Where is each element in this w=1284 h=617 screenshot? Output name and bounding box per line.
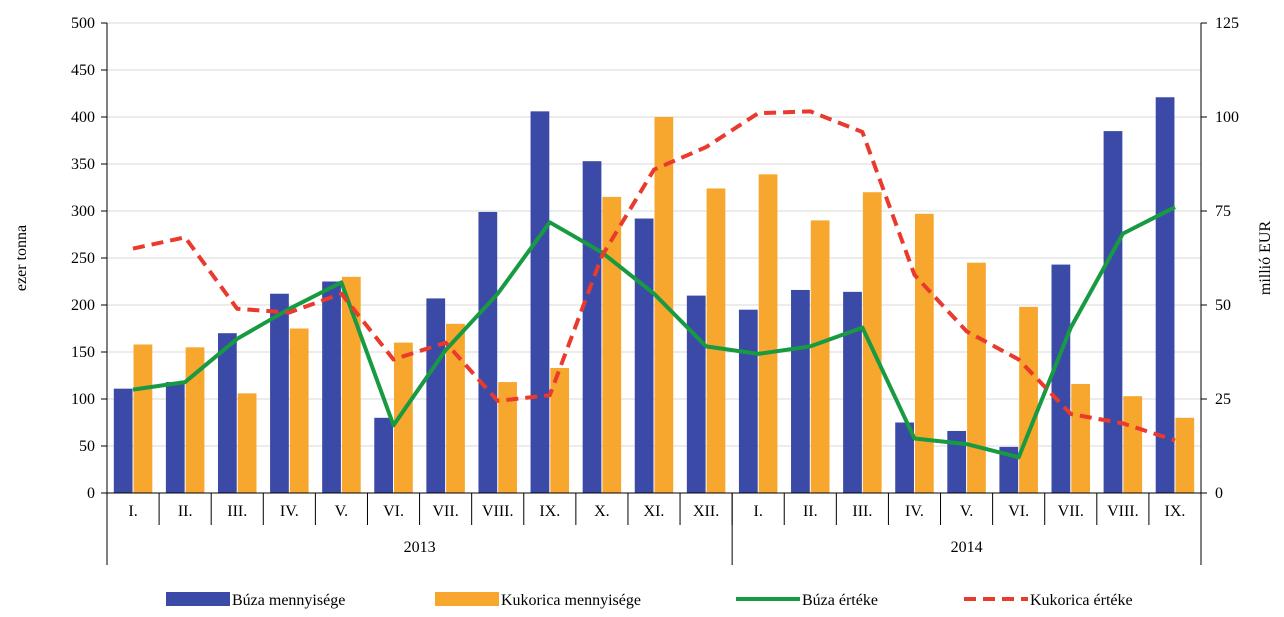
legend: Búza mennyisége Kukorica mennyisége Búza é… <box>166 592 1133 609</box>
left-tick-label: 250 <box>71 250 95 267</box>
corn-quantity-bar <box>185 347 205 493</box>
month-label: V. <box>960 503 974 520</box>
month-label: VI. <box>383 503 404 520</box>
corn-quantity-bar <box>706 188 726 493</box>
wheat-quantity-bar <box>530 111 550 494</box>
wheat-quantity-bar <box>322 281 341 493</box>
left-tick-label: 500 <box>71 15 95 32</box>
right-tick-label: 100 <box>1215 109 1239 126</box>
corn-quantity-bar <box>446 323 465 493</box>
wheat-quantity-bar <box>113 388 133 493</box>
wheat-quantity-bar <box>999 446 1019 493</box>
x-axis-labels: I. II. III. IV. V. VI. VII. VIII. IX. X. XI. XII. I.… <box>106 493 1202 565</box>
wheat-quantity-bar <box>270 293 289 493</box>
year-label: 2013 <box>404 539 436 556</box>
month-label: VII. <box>1058 503 1084 520</box>
left-tick-label: 100 <box>71 391 95 408</box>
right-tick-label: 125 <box>1215 15 1239 32</box>
gridlines <box>107 22 1201 447</box>
left-tick-label: 200 <box>71 297 95 314</box>
corn-quantity-bar <box>967 262 986 493</box>
wheat-quantity-bar <box>1051 264 1071 493</box>
month-label: II. <box>178 503 193 520</box>
month-label: X. <box>594 503 610 520</box>
left-tick-label: 400 <box>71 109 95 126</box>
month-label: VII. <box>433 503 459 520</box>
wheat-quantity-bar <box>217 333 237 493</box>
month-label: XII. <box>693 503 719 520</box>
corn-quantity-bar <box>862 192 882 493</box>
corn-quantity-bar <box>602 196 622 493</box>
corn-quantity-bar <box>810 220 830 493</box>
corn-quantity-bar <box>1071 383 1091 493</box>
left-tick-label: 0 <box>87 485 95 502</box>
wheat-quantity-bar <box>1103 131 1123 493</box>
corn-quantity-bar <box>1123 396 1143 493</box>
corn-quantity-bar <box>498 382 517 493</box>
legend-swatch-wheat-quantity <box>166 592 230 606</box>
month-label: IX. <box>539 503 560 520</box>
left-axis-title: ezer tonna <box>13 225 30 291</box>
month-label: II. <box>803 503 818 520</box>
year-label: 2014 <box>951 539 983 556</box>
wheat-quantity-bar <box>478 211 498 493</box>
month-label: III. <box>227 503 247 520</box>
wheat-quantity-bar <box>374 417 394 493</box>
wheat-quantity-bar <box>686 295 706 493</box>
corn-quantity-bar <box>1175 417 1195 493</box>
wheat-quantity-bar <box>426 298 446 493</box>
corn-quantity-bar <box>394 342 413 493</box>
wheat-quantity-bar <box>791 289 810 493</box>
month-label: VIII. <box>482 503 514 520</box>
wheat-value-line <box>132 205 1176 460</box>
left-tick-label: 50 <box>79 438 95 455</box>
month-label: VIII. <box>1107 503 1139 520</box>
legend-label: Kukorica mennyisége <box>501 592 641 609</box>
month-label: IV. <box>905 503 924 520</box>
corn-quantity-bar <box>133 344 153 493</box>
month-label: III. <box>852 503 872 520</box>
corn-quantity-bar <box>341 276 361 493</box>
right-tick-label: 50 <box>1215 297 1231 314</box>
corn-quantity-bar <box>758 174 778 493</box>
right-tick-label: 25 <box>1215 391 1231 408</box>
month-label: V. <box>335 503 349 520</box>
legend-label: Kukorica értéke <box>1030 592 1133 609</box>
right-tick-label: 0 <box>1215 485 1223 502</box>
corn-value-line <box>132 109 1176 443</box>
legend-label: Búza mennyisége <box>232 592 345 609</box>
month-label: I. <box>754 503 763 520</box>
wheat-quantity-bar <box>634 218 654 493</box>
corn-quantity-bar <box>914 213 934 493</box>
corn-quantity-bar <box>1019 306 1038 493</box>
line-series <box>132 109 1176 460</box>
month-label: VI. <box>1008 503 1029 520</box>
wheat-quantity-bar <box>738 309 758 493</box>
corn-quantity-bar <box>237 393 257 493</box>
right-axis-title: millió EUR <box>1257 221 1274 296</box>
left-axis-ticks: 0 50 100 150 200 250 300 350 400 450 500 <box>71 15 107 502</box>
left-tick-label: 350 <box>71 156 95 173</box>
left-tick-label: 150 <box>71 344 95 361</box>
wheat-quantity-bar <box>582 161 602 493</box>
right-tick-label: 75 <box>1215 203 1231 220</box>
month-label: IX. <box>1165 503 1186 520</box>
corn-quantity-bar <box>550 367 570 493</box>
month-label: I. <box>128 503 137 520</box>
left-tick-label: 300 <box>71 203 95 220</box>
corn-quantity-bar <box>289 328 309 493</box>
wheat-quantity-bar <box>165 382 185 493</box>
wheat-quantity-bar <box>895 422 914 493</box>
month-label: XI. <box>644 503 665 520</box>
month-label: IV. <box>280 503 299 520</box>
wheat-quantity-bar <box>1155 97 1175 493</box>
right-axis-ticks: 0 25 50 75 100 125 <box>1201 15 1239 502</box>
wheat-quantity-bar <box>947 430 967 493</box>
legend-label: Búza értéke <box>802 592 878 609</box>
left-tick-label: 450 <box>71 62 95 79</box>
wheat-quantity-bar <box>843 291 862 493</box>
legend-swatch-corn-quantity <box>435 592 499 606</box>
